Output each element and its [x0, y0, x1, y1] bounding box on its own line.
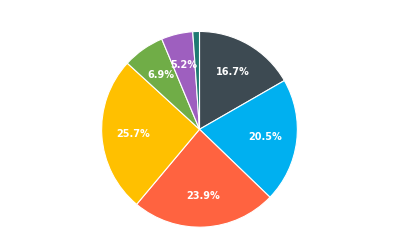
Text: 6.9%: 6.9%: [148, 70, 175, 80]
Wedge shape: [127, 39, 200, 129]
Text: 16.7%: 16.7%: [216, 67, 250, 77]
Text: 23.9%: 23.9%: [186, 191, 220, 201]
Text: 5.2%: 5.2%: [171, 60, 198, 70]
Wedge shape: [200, 81, 297, 197]
Wedge shape: [193, 31, 200, 129]
Wedge shape: [102, 63, 200, 204]
Wedge shape: [136, 129, 270, 227]
Text: 25.7%: 25.7%: [116, 129, 150, 139]
Wedge shape: [200, 31, 284, 129]
Text: 20.5%: 20.5%: [249, 132, 282, 142]
Wedge shape: [162, 32, 200, 129]
